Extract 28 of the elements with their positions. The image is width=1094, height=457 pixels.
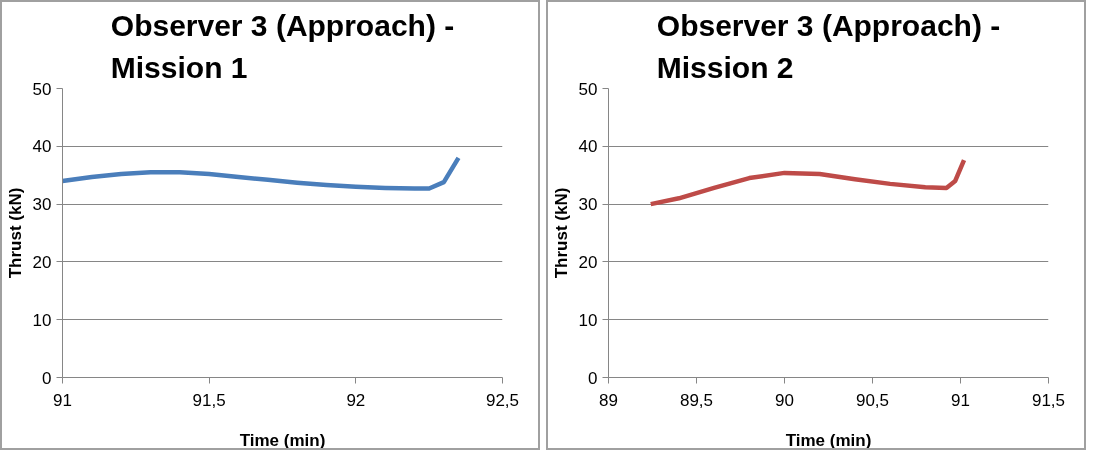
y-tick-label: 0 [588, 368, 598, 388]
y-axis-title: Thrust (kN) [551, 187, 571, 279]
y-tick-label: 10 [578, 310, 598, 330]
line-series [62, 155, 461, 191]
x-tick-label: 92 [346, 390, 366, 410]
chart-title: Observer 3 (Approach) - Mission 1 [110, 9, 455, 84]
y-tick-label: 40 [578, 137, 598, 157]
y-tick-label: 50 [32, 79, 52, 99]
y-tick-label: 30 [32, 195, 52, 215]
y-tick-label: 50 [578, 79, 598, 99]
x-tick-label: 91,5 [1031, 390, 1066, 410]
y-tick-label: 40 [32, 137, 52, 157]
y-tick-label: 30 [578, 195, 598, 215]
y-tick-label: 20 [578, 252, 598, 272]
y-tick-label: 0 [42, 368, 52, 388]
y-tick-label: 20 [32, 252, 52, 272]
x-tick-label: 90 [775, 390, 794, 410]
x-tick-label: 90,5 [855, 390, 890, 410]
x-tick-label: 89 [599, 390, 618, 410]
y-tick-label: 10 [32, 310, 52, 330]
x-tick-label: 91,5 [192, 390, 226, 410]
x-tick-label: 92,5 [485, 390, 520, 410]
line-series [648, 157, 967, 207]
x-tick-label: 91 [951, 390, 970, 410]
y-axis-title: Thrust (kN) [5, 187, 25, 279]
x-tick-label: 89,5 [679, 390, 714, 410]
chart-title: Observer 3 (Approach) - Mission 2 [656, 9, 1001, 84]
x-tick-label: 91 [53, 390, 72, 410]
